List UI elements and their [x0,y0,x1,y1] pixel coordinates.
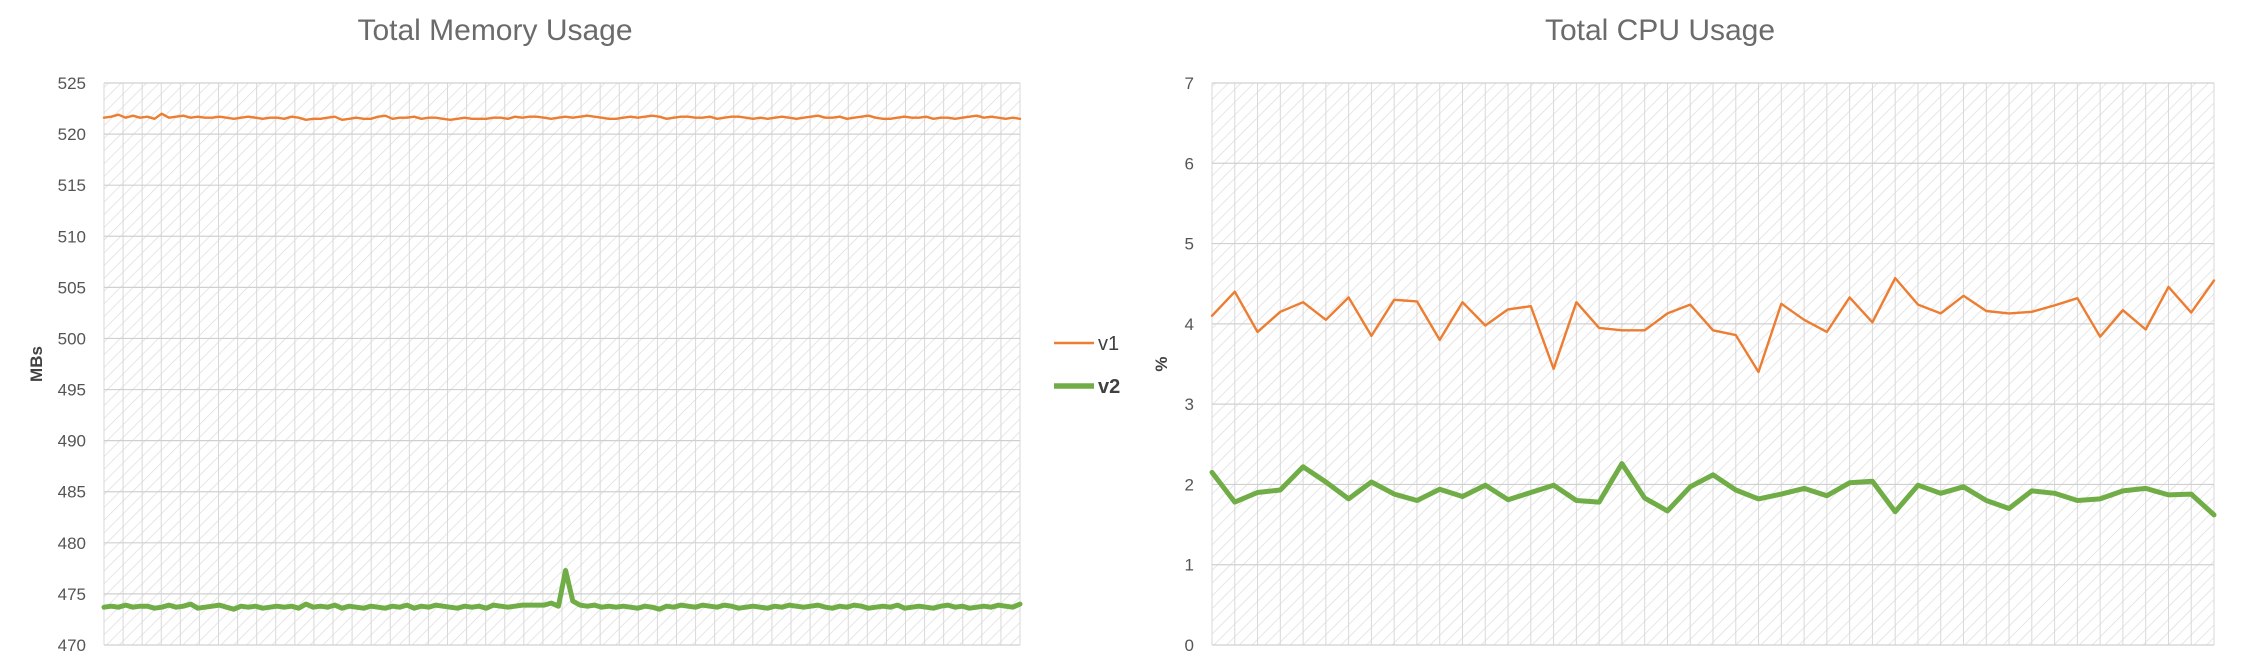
cpu-ytick-label: 7 [1185,74,1194,93]
legend-label-v2: v2 [1098,376,1120,398]
memory-ytick-label: 485 [58,483,86,502]
cpu-ytick-label: 0 [1185,636,1194,655]
memory-chart: 470 475 480 485 490 495 500 505 510 515 520 525 MBs [27,74,1023,655]
legend-label-v1: v1 [1098,333,1119,355]
legend: v1 v2 [1054,333,1120,398]
cpu-ytick-label: 1 [1185,556,1194,575]
memory-ytick-label: 470 [58,636,86,655]
memory-ytick-label: 510 [58,227,86,246]
memory-ytick-label: 475 [58,585,86,604]
memory-ytick-label: 500 [58,329,86,348]
memory-ytick-label: 505 [58,278,86,297]
memory-ylabel: MBs [27,346,46,382]
memory-ytick-label: 520 [58,125,86,144]
cpu-ytick-label: 2 [1185,475,1194,494]
cpu-ylabel: % [1152,356,1171,371]
memory-chart-title: Total Memory Usage [357,14,633,47]
memory-ytick-label: 515 [58,176,86,195]
cpu-chart: 0 1 2 3 4 5 6 7% [1152,74,2217,655]
cpu-ytick-label: 5 [1185,235,1194,254]
memory-series-v1-line [102,112,1022,122]
cpu-ytick-label: 3 [1185,395,1194,414]
memory-ytick-label: 495 [58,381,86,400]
cpu-ytick-label: 6 [1185,154,1194,173]
cpu-ytick-label: 4 [1185,315,1194,334]
memory-ytick-label: 525 [58,74,86,93]
cpu-series-v1-line [1210,276,2216,374]
memory-ytick-label: 480 [58,534,86,553]
cpu-series-v2-line [1209,461,2217,518]
cpu-chart-title: Total CPU Usage [1544,14,1776,47]
memory-ytick-label: 490 [58,432,86,451]
memory-series-v2-line [101,567,1023,612]
